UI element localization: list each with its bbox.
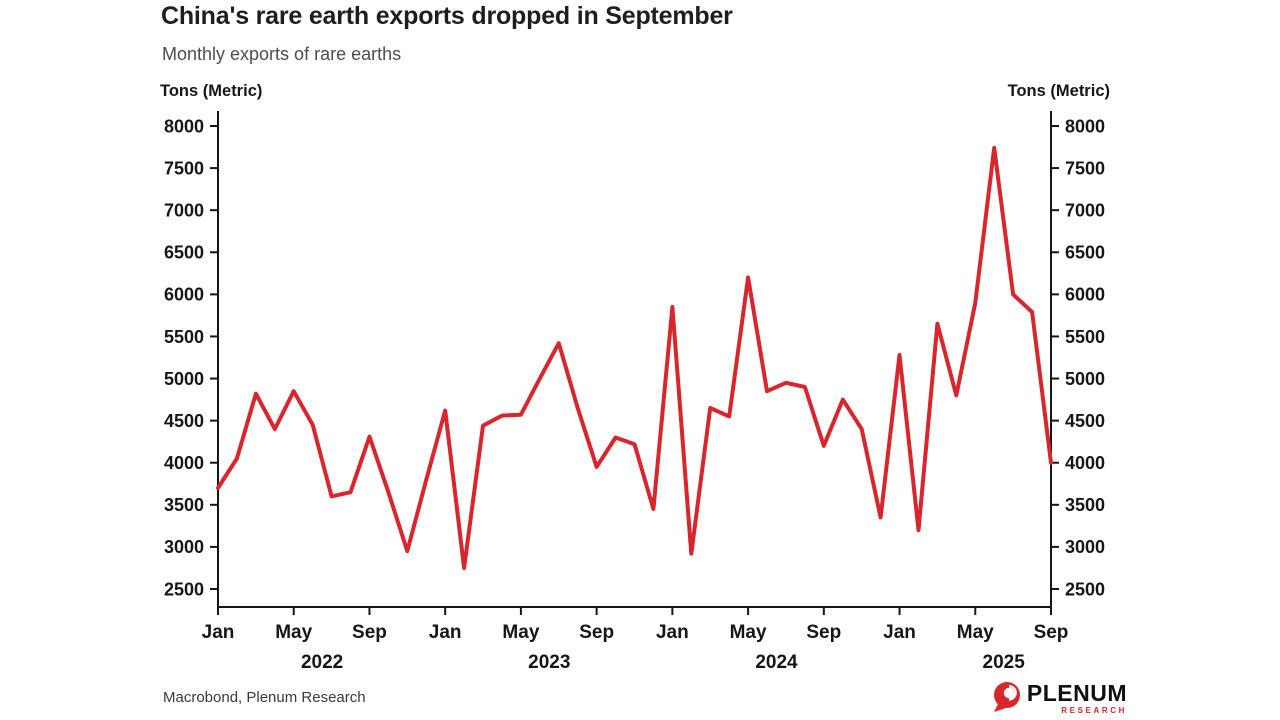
- svg-text:2023: 2023: [528, 652, 570, 673]
- line-chart: 2500 2500 3000 3000 3500 3500 4000 4000 4500 4500…: [160, 82, 1110, 673]
- svg-text:Jan: Jan: [429, 622, 462, 643]
- svg-text:May: May: [730, 622, 767, 643]
- svg-text:4000: 4000: [1065, 453, 1105, 473]
- svg-text:7500: 7500: [1065, 158, 1105, 178]
- svg-text:6000: 6000: [1065, 285, 1105, 305]
- svg-text:Sep: Sep: [579, 622, 614, 643]
- y-axis-title-right: Tons (Metric): [1008, 82, 1110, 100]
- svg-text:6500: 6500: [1065, 243, 1105, 263]
- series-line: [216, 145, 1053, 570]
- svg-text:5500: 5500: [164, 327, 204, 347]
- svg-text:Sep: Sep: [1034, 622, 1069, 643]
- svg-text:6000: 6000: [164, 285, 204, 305]
- x-axis-ticks: Jan May Sep Jan May Sep Jan May Sep Jan May Sep: [202, 607, 1069, 643]
- chart-title: China's rare earth exports dropped in Se…: [161, 2, 733, 30]
- plenum-logo-icon: [993, 682, 1020, 712]
- svg-text:5500: 5500: [1065, 327, 1105, 347]
- svg-text:Jan: Jan: [883, 622, 916, 643]
- svg-text:8000: 8000: [164, 116, 204, 136]
- chart-subtitle: Monthly exports of rare earths: [162, 44, 402, 64]
- y-axis-title-left: Tons (Metric): [160, 82, 262, 100]
- plenum-logo-text-wrap: PLENUM RESEARCH: [1027, 681, 1127, 715]
- y-axis-ticks: 2500 2500 3000 3000 3500 3500 4000 4000 4500 4500…: [164, 116, 1105, 599]
- svg-text:6500: 6500: [164, 243, 204, 263]
- svg-text:2022: 2022: [301, 652, 343, 673]
- svg-text:5000: 5000: [164, 369, 204, 389]
- svg-text:Sep: Sep: [352, 622, 387, 643]
- svg-text:7500: 7500: [164, 158, 204, 178]
- svg-text:3000: 3000: [1065, 537, 1105, 557]
- plenum-logo-text: PLENUM: [1026, 680, 1127, 706]
- svg-text:7000: 7000: [1065, 200, 1105, 220]
- svg-text:2500: 2500: [1065, 579, 1105, 599]
- svg-text:May: May: [502, 622, 539, 643]
- svg-text:Jan: Jan: [656, 622, 689, 643]
- x-axis-year-labels: 2022 2023 2024 2025: [301, 652, 1025, 673]
- plenum-logo: PLENUM RESEARCH: [990, 681, 1127, 715]
- svg-text:7000: 7000: [164, 200, 204, 220]
- svg-text:May: May: [275, 622, 312, 643]
- svg-text:Jan: Jan: [202, 622, 235, 643]
- svg-text:2025: 2025: [983, 652, 1026, 673]
- source-note: Macrobond, Plenum Research: [163, 689, 366, 706]
- svg-text:4500: 4500: [1065, 411, 1105, 431]
- plot-area: 2500 2500 3000 3000 3500 3500 4000 4000 4500 4500…: [160, 82, 1110, 673]
- svg-text:8000: 8000: [1065, 116, 1105, 136]
- plenum-logo-subtext: RESEARCH: [1061, 706, 1127, 715]
- svg-text:Sep: Sep: [806, 622, 841, 643]
- svg-text:2024: 2024: [755, 652, 798, 673]
- svg-text:4500: 4500: [164, 411, 204, 431]
- svg-text:3000: 3000: [164, 537, 204, 557]
- svg-text:2500: 2500: [164, 579, 204, 599]
- svg-text:May: May: [957, 622, 994, 643]
- svg-text:4000: 4000: [164, 453, 204, 473]
- svg-text:3500: 3500: [1065, 495, 1105, 515]
- svg-text:3500: 3500: [164, 495, 204, 515]
- axes: [217, 111, 1052, 608]
- svg-text:5000: 5000: [1065, 369, 1105, 389]
